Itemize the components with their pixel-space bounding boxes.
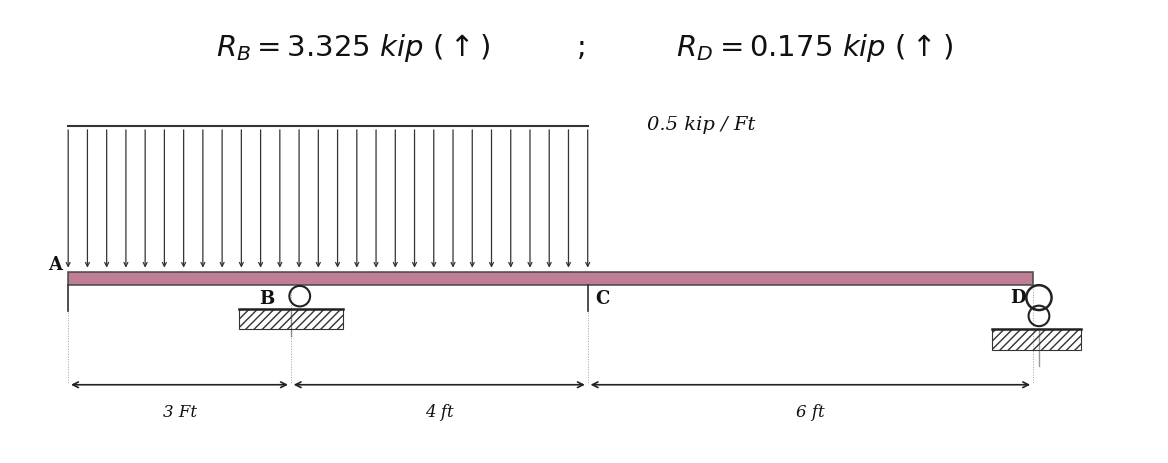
Text: 4 ft: 4 ft bbox=[425, 403, 453, 420]
Text: D: D bbox=[1010, 288, 1026, 307]
Bar bbox=[68, 272, 1033, 286]
Text: A: A bbox=[48, 255, 62, 273]
Text: B: B bbox=[259, 289, 274, 307]
Bar bbox=[992, 329, 1082, 350]
Text: 3 Ft: 3 Ft bbox=[162, 403, 196, 420]
Text: 6 ft: 6 ft bbox=[797, 403, 825, 420]
Text: 0.5 kip / Ft: 0.5 kip / Ft bbox=[647, 115, 756, 133]
Text: $R_B = 3.325\ kip\ (\uparrow)$$\quad\quad\quad;\quad\quad\quad$$R_D = 0.175\ kip: $R_B = 3.325\ kip\ (\uparrow)$$\quad\qua… bbox=[216, 32, 952, 64]
Text: C: C bbox=[596, 289, 610, 307]
Bar bbox=[239, 309, 342, 329]
